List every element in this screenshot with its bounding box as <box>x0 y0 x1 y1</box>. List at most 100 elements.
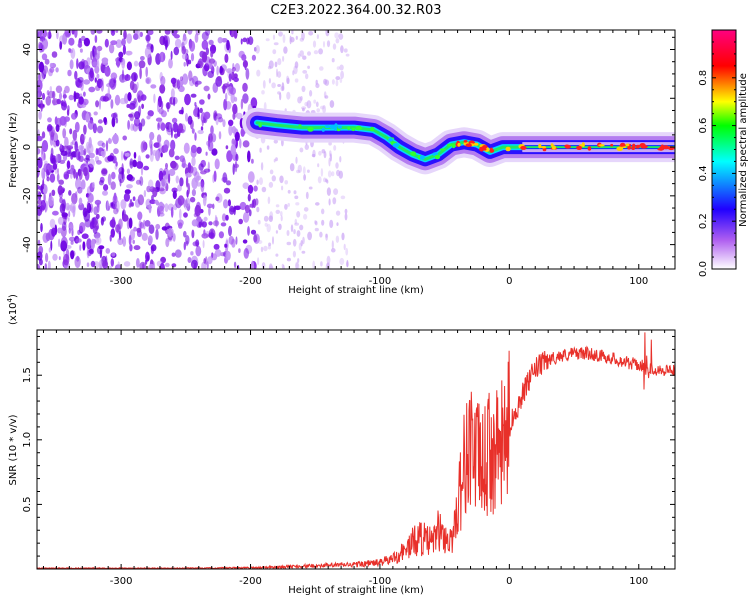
sparse-noise-blob <box>282 264 285 269</box>
sparse-noise-blob <box>320 261 323 267</box>
sparse-noise-blob <box>277 84 281 87</box>
noise-blob <box>79 244 82 251</box>
noise-blob <box>37 147 41 155</box>
sparse-noise-blob <box>274 61 278 68</box>
noise-blob <box>248 209 252 217</box>
noise-blob <box>38 73 41 81</box>
noise-blob <box>37 135 43 142</box>
noise-blob <box>99 98 101 110</box>
noise-blob <box>69 59 74 70</box>
noise-blob <box>231 238 236 248</box>
noise-blob <box>179 208 182 220</box>
noise-blob <box>178 85 185 93</box>
noise-blob <box>231 126 237 134</box>
noise-blob <box>140 56 145 61</box>
noise-blob <box>126 168 130 175</box>
noise-blob <box>137 95 142 103</box>
noise-blob <box>199 99 205 105</box>
spectrogram-frame <box>36 29 676 270</box>
sparse-noise-blob <box>303 174 306 181</box>
ridge-hotspot <box>434 154 441 160</box>
sparse-noise-blob <box>287 202 291 207</box>
noise-blob <box>201 51 208 63</box>
noise-blob <box>72 129 78 141</box>
noise-blob <box>222 172 228 184</box>
snr-y-axis-label: SNR (10 * v/v) <box>8 414 19 485</box>
sparse-noise-blob <box>331 240 334 250</box>
ridge-hotspot <box>324 124 330 129</box>
sparse-noise-blob <box>329 100 335 108</box>
noise-blob <box>92 123 97 134</box>
noise-blob <box>125 50 133 56</box>
noise-blob <box>59 143 63 149</box>
noise-blob <box>200 181 205 193</box>
noise-blob <box>170 160 177 169</box>
noise-blob <box>70 154 74 160</box>
noise-blob <box>128 217 133 229</box>
noise-blob <box>114 94 121 106</box>
noise-blob <box>64 30 72 38</box>
noise-blob <box>187 115 193 125</box>
noise-blob <box>100 217 104 226</box>
noise-blob <box>111 252 116 257</box>
noise-blob <box>179 76 184 81</box>
noise-blob <box>120 150 124 161</box>
ridge-hotspot <box>662 145 669 150</box>
noise-blob <box>202 65 208 77</box>
noise-blob <box>59 159 66 164</box>
noise-blob <box>202 240 205 249</box>
noise-blob <box>150 144 153 156</box>
noise-blob <box>111 171 116 180</box>
noise-blob <box>214 158 220 170</box>
ridge-hotspot <box>657 147 665 151</box>
y-tick-label: 1.0 <box>22 432 33 448</box>
sparse-noise-blob <box>276 68 278 78</box>
noise-blob <box>40 222 43 233</box>
noise-blob <box>150 44 154 53</box>
noise-blob <box>172 233 176 242</box>
noise-blob <box>55 124 60 132</box>
noise-blob <box>96 203 100 213</box>
sparse-noise-blob <box>340 45 344 54</box>
sparse-noise-blob <box>343 48 348 53</box>
noise-blob <box>234 131 240 142</box>
sparse-noise-blob <box>335 76 341 81</box>
sparse-noise-blob <box>283 46 288 54</box>
ridge-hotspot <box>351 127 356 132</box>
sparse-noise-blob <box>331 58 335 63</box>
snr-panel: -300 -200 -100 0 100 0.5 1.0 1.5 Height of str… <box>6 294 676 596</box>
noise-blob <box>198 221 202 228</box>
noise-blob <box>98 180 104 186</box>
noise-blob <box>58 179 64 185</box>
noise-blob <box>96 73 100 79</box>
ridge-hotspot <box>337 125 342 129</box>
noise-blob <box>51 98 59 106</box>
sparse-noise-blob <box>275 230 278 234</box>
ridge-hotspot <box>451 143 456 149</box>
ridge-hotspot <box>392 142 400 148</box>
ridge-hotspot <box>627 145 631 150</box>
noise-blob <box>197 60 203 67</box>
noise-blob <box>242 82 248 92</box>
noise-blob <box>98 259 103 269</box>
spectrogram-x-axis-label: Height of straight line (km) <box>288 285 424 296</box>
noise-blob <box>41 92 46 101</box>
noise-blob <box>56 173 60 182</box>
noise-blob <box>68 37 75 46</box>
noise-blob <box>163 144 169 153</box>
noise-blob <box>245 68 250 80</box>
noise-blob <box>121 38 126 46</box>
sparse-noise-blob <box>286 241 292 246</box>
noise-blob <box>146 30 154 36</box>
noise-blob <box>215 115 219 126</box>
noise-blob <box>124 152 130 157</box>
noise-blob <box>118 171 125 184</box>
noise-blob <box>190 93 197 98</box>
ridge-hotspot <box>636 144 640 149</box>
noise-blob <box>115 39 123 48</box>
x-tick-label: -200 <box>239 576 262 587</box>
sparse-noise-blob <box>335 210 341 216</box>
sparse-noise-blob <box>321 208 325 215</box>
noise-blob <box>136 227 142 233</box>
sparse-noise-blob <box>295 261 299 269</box>
